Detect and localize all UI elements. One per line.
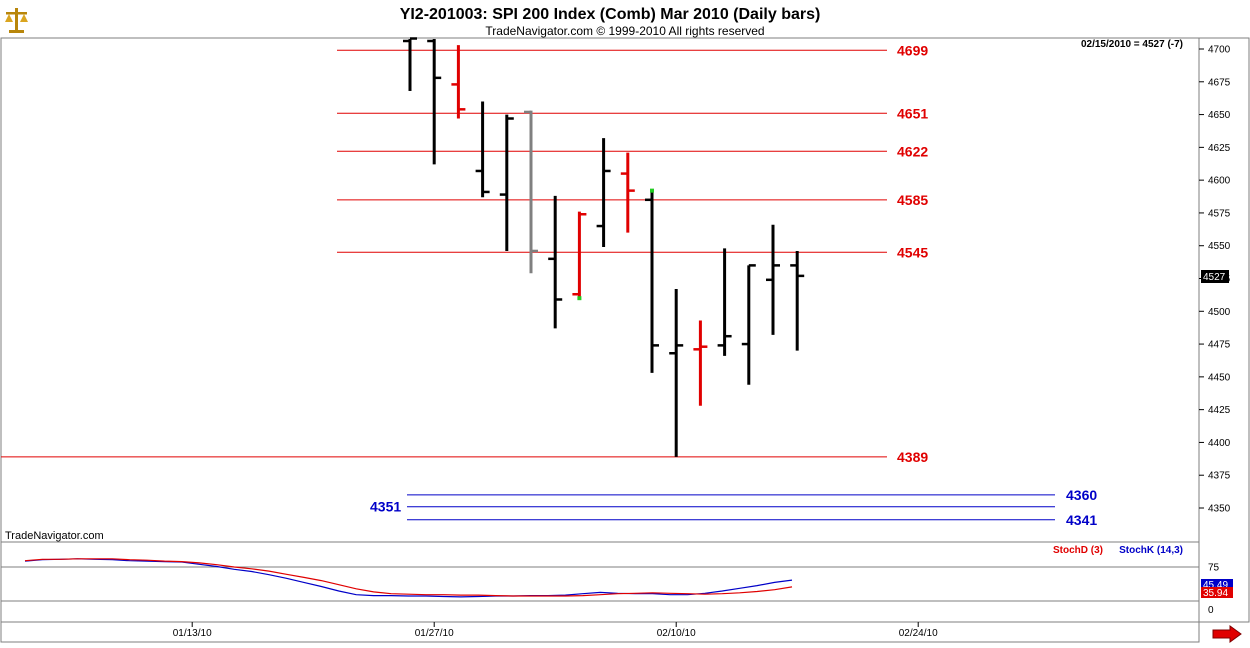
price-panel-frame [0,37,1200,543]
price-tick-label: 4625 [1208,143,1231,154]
ohlc-bar [669,288,684,457]
ohlc-bar [548,195,563,329]
price-tick-label: 4675 [1208,77,1231,88]
date-tick-label: 02/24/10 [899,628,938,639]
levels-layer: 4699 4651 4622 4585 4545 4389 4360 4351 4341 [1,42,1097,528]
blue-level-label-4351: 4351 [370,499,401,515]
level-label-4651: 4651 [897,105,928,121]
level-label-4389: 4389 [897,449,928,465]
ohlc-bar [693,320,708,406]
ohlc-bar [741,264,756,385]
signal-marker [650,188,654,193]
price-tick-label: 4500 [1208,307,1231,318]
scale-icon [5,8,28,33]
price-tick-label: 4650 [1208,110,1231,121]
price-tick-label: 4475 [1208,340,1231,351]
ohlc-bar [790,250,805,351]
stoch-k-line [24,558,793,598]
stoch-k-value: 45.49 [1203,580,1228,591]
price-tick-label: 4400 [1208,438,1231,449]
stoch-tick-label: 0 [1208,605,1214,616]
signal-marker [577,296,582,301]
date-axis-frame [0,621,1200,643]
level-label-4585: 4585 [897,192,928,208]
ohlc-bar [717,248,732,356]
stoch-d-legend: StochD (3) [1053,545,1103,556]
price-tick-label: 4375 [1208,471,1231,482]
ohlc-bar [572,211,587,299]
bars-layer [403,37,805,457]
date-axis: 01/13/10 01/27/10 02/10/10 02/24/10 [173,622,938,639]
stoch-panel-frame [0,541,1200,623]
ohlc-bar [645,190,659,373]
ohlc-bar [596,138,611,248]
level-label-4699: 4699 [897,42,928,58]
ohlc-bar [403,37,417,91]
ohlc-bar [475,101,490,198]
chart-subtitle: TradeNavigator.com © 1999-2010 All right… [485,24,764,38]
ohlc-bar [524,110,538,274]
stoch-d-line [24,558,793,597]
price-tick-label: 4550 [1208,241,1231,252]
ohlc-bar [427,39,442,165]
ohlc-bar [499,114,514,251]
blue-level-label-4341: 4341 [1066,512,1097,528]
level-label-4622: 4622 [897,143,928,159]
right-axis-frame [1198,37,1250,623]
ohlc-bar [451,45,466,119]
right-arrow-icon[interactable] [1212,625,1242,643]
watermark: TradeNavigator.com [5,530,104,542]
stoch-k-legend: StochK (14,3) [1119,545,1183,556]
ohlc-bar [766,224,780,335]
ohlc-bar [620,152,635,233]
price-tick-label: 4350 [1208,504,1231,515]
blue-level-label-4360: 4360 [1066,487,1097,503]
level-label-4545: 4545 [897,244,928,260]
last-quote: 02/15/2010 = 4527 (-7) [1081,39,1183,50]
stoch-tick-label: 75 [1208,563,1220,574]
price-tick-label: 4425 [1208,405,1231,416]
date-tick-label: 01/13/10 [173,628,212,639]
price-tick-label: 4700 [1208,45,1231,56]
stoch-d-value-bg [1201,587,1233,598]
last-price-tag: 4527 [1203,272,1226,283]
date-tick-label: 01/27/10 [415,628,454,639]
chart-title: YI2-201003: SPI 200 Index (Comb) Mar 201… [400,6,821,23]
price-tick-label: 4575 [1208,208,1231,219]
price-tick-label: 4450 [1208,372,1231,383]
price-tick-label: 4600 [1208,176,1231,187]
date-tick-label: 02/10/10 [657,628,696,639]
stoch-d-value: 35.94 [1203,588,1228,599]
stoch-k-value-bg [1201,579,1233,590]
last-price-tag-bg [1201,270,1229,283]
